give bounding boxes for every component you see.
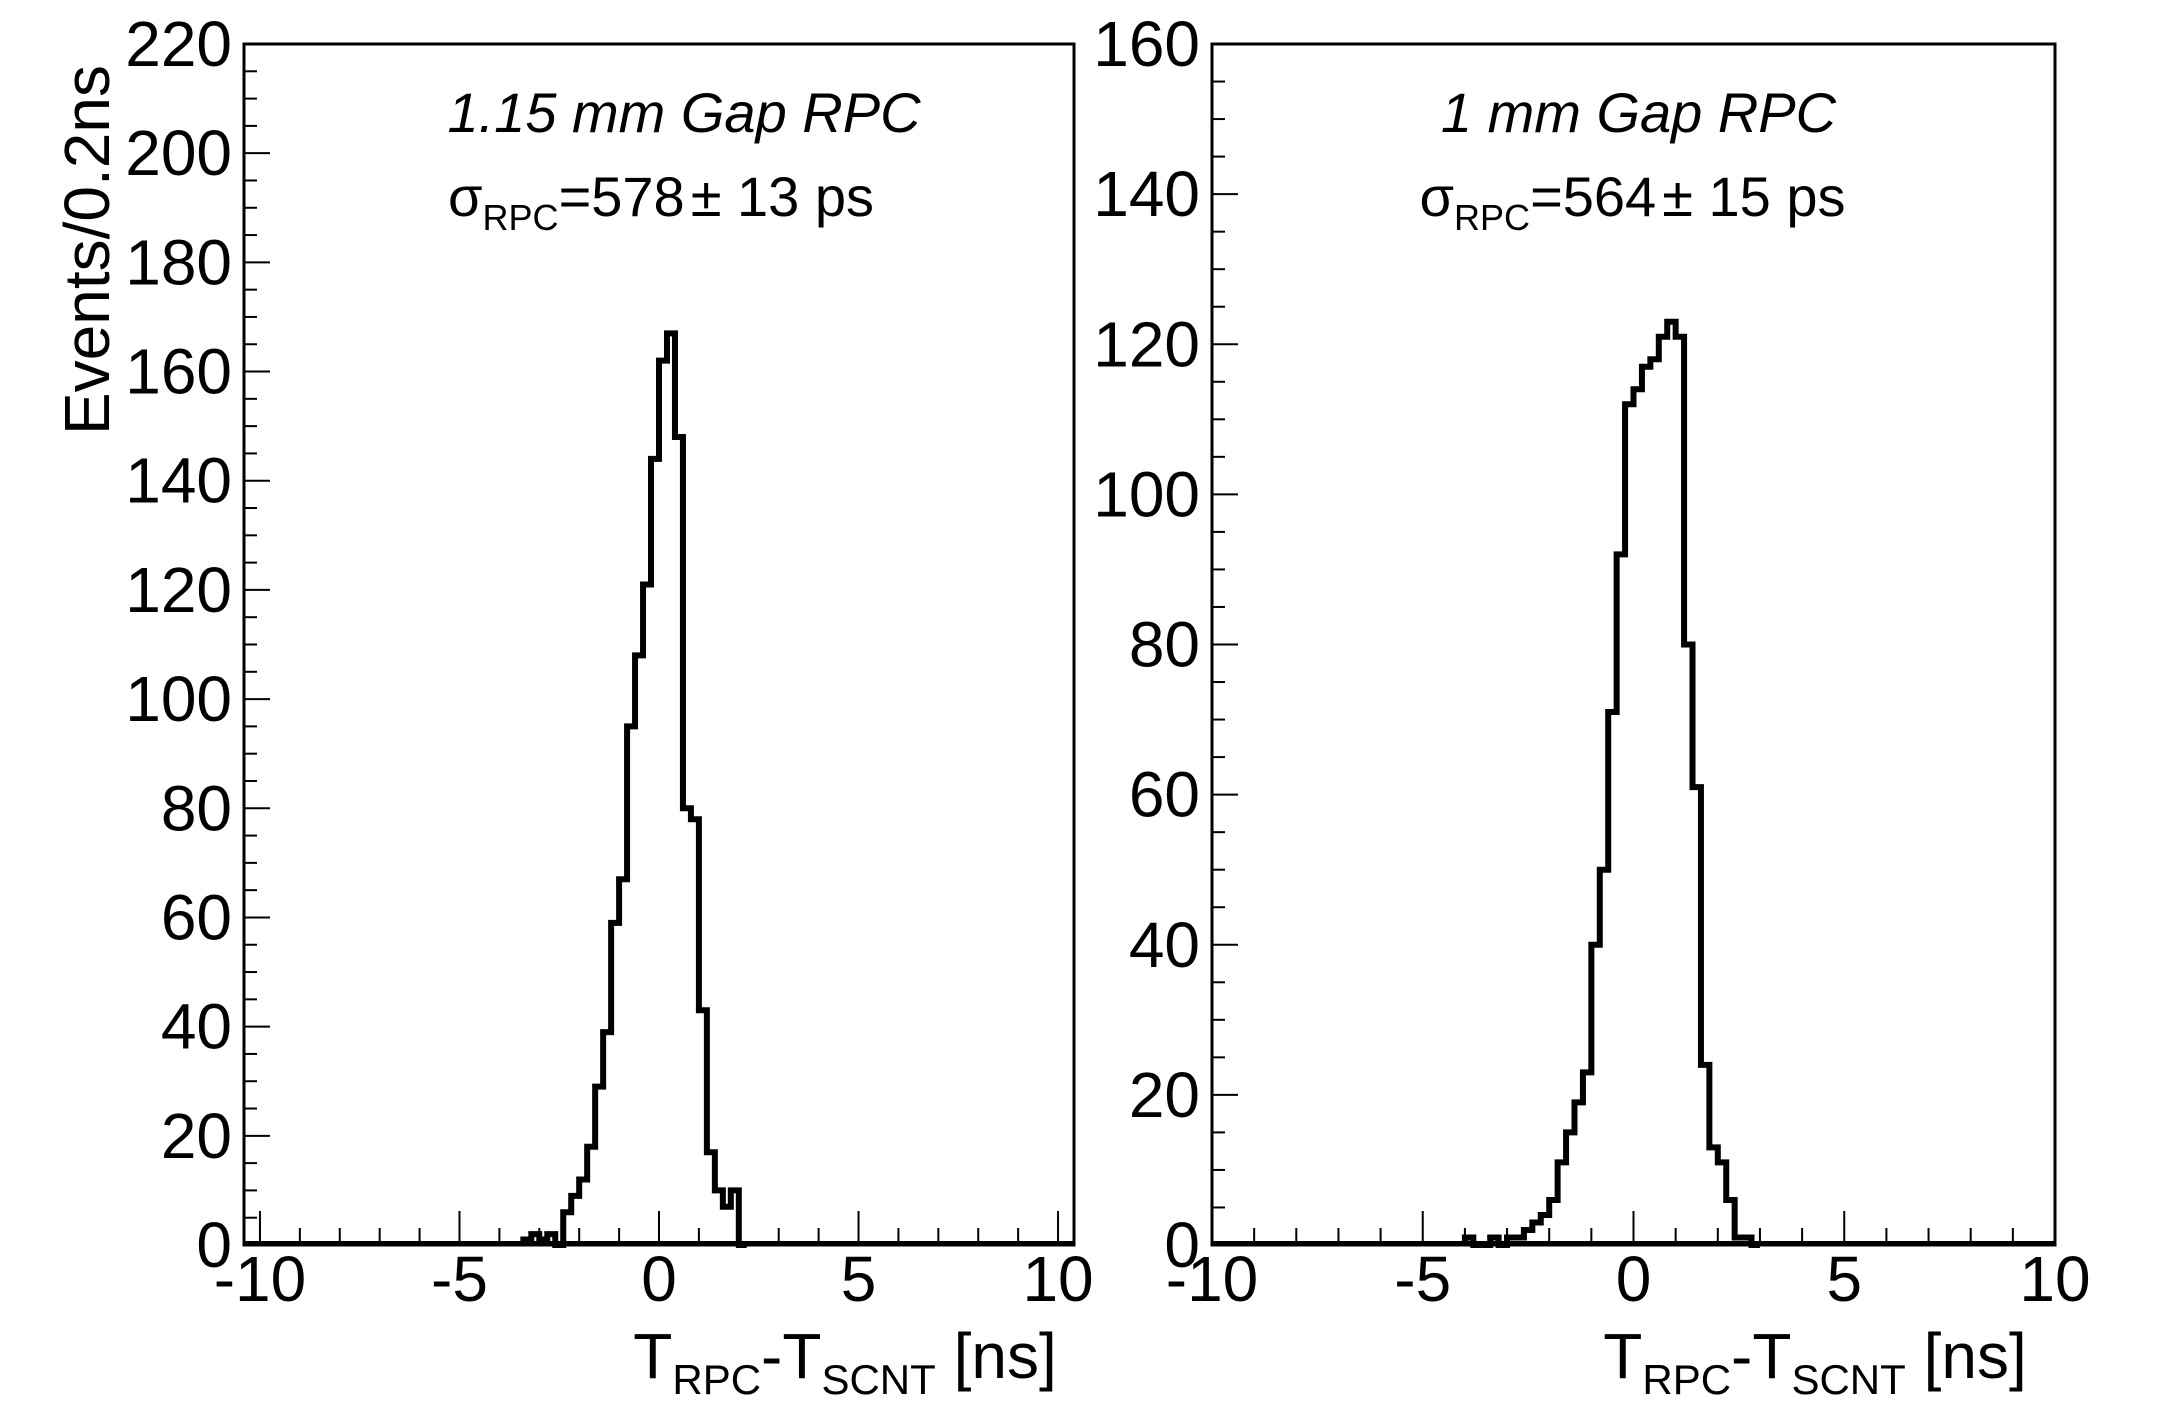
x-tick-label: -5 bbox=[431, 1243, 488, 1315]
y-tick-label: 200 bbox=[125, 117, 232, 189]
histogram-bin bbox=[1650, 359, 1658, 1245]
sigma-annotation: σRPC=564 ± 15 ps bbox=[1419, 165, 1845, 238]
histogram-bin bbox=[1667, 322, 1675, 1245]
x-axis-title-part: -T bbox=[761, 1320, 821, 1392]
y-tick-label: 20 bbox=[161, 1100, 232, 1172]
y-tick-label: 40 bbox=[161, 991, 232, 1063]
y-tick-label: 80 bbox=[161, 772, 232, 844]
sigma-part: =578 bbox=[559, 165, 685, 228]
histogram-bin bbox=[683, 808, 691, 1245]
sigma-part: RPC bbox=[1454, 197, 1530, 238]
histogram-bin bbox=[635, 655, 643, 1245]
sigma-part: ± bbox=[1662, 165, 1693, 228]
left-histogram-panel: 0 20 40 60 80 100 120 140 160 180 200 220 -10 -5 0 5 10 1… bbox=[125, 8, 1093, 1403]
y-tick-label: 220 bbox=[125, 8, 232, 80]
x-axis-title-part: -T bbox=[1731, 1320, 1791, 1392]
histogram-bin bbox=[643, 584, 651, 1245]
x-tick-label: 0 bbox=[1616, 1243, 1652, 1315]
x-axis-title-part: RPC bbox=[672, 1356, 761, 1403]
y-tick-label: 100 bbox=[1093, 458, 1200, 530]
histogram-bin bbox=[619, 879, 627, 1245]
x-axis-title: TRPC-TSCNT [ns] bbox=[1603, 1320, 2026, 1403]
sigma-part: RPC bbox=[483, 197, 559, 238]
sigma-part: 15 ps bbox=[1693, 165, 1846, 228]
x-axis-title-part: SCNT bbox=[821, 1356, 935, 1403]
x-tick-label: -10 bbox=[214, 1243, 307, 1315]
y-tick-label: 0 bbox=[1164, 1209, 1200, 1281]
histogram-bin bbox=[1634, 389, 1642, 1245]
x-tick-label: -5 bbox=[1394, 1243, 1451, 1315]
right-histogram-panel: 0 20 40 60 80 100 120 140 160 -10 -5 0 5 10 1 mm Gap R… bbox=[1093, 8, 2090, 1403]
y-tick-label: 100 bbox=[125, 663, 232, 735]
x-tick-label: 0 bbox=[641, 1243, 677, 1315]
y-tick-label: 60 bbox=[1129, 759, 1200, 831]
sigma-part: σ bbox=[448, 165, 483, 228]
y-tick-label: 80 bbox=[1129, 609, 1200, 681]
x-axis-title-part: T bbox=[1603, 1320, 1642, 1392]
x-axis-title-part: [ns] bbox=[1906, 1320, 2027, 1392]
y-tick-label: 160 bbox=[1093, 8, 1200, 80]
histogram-bin bbox=[1659, 337, 1667, 1245]
y-tick-label: 20 bbox=[1129, 1059, 1200, 1131]
sigma-part: σ bbox=[1419, 165, 1454, 228]
x-tick-label: -10 bbox=[1166, 1243, 1259, 1315]
y-axis-title: Events/0.2ns bbox=[51, 65, 123, 435]
sigma-part: =564 bbox=[1530, 165, 1656, 228]
panel-title: 1.15 mm Gap RPC bbox=[447, 81, 921, 144]
y-tick-label: 40 bbox=[1129, 909, 1200, 981]
sigma-part: 13 ps bbox=[721, 165, 874, 228]
histogram-bin bbox=[723, 1207, 731, 1245]
x-axis-title-part: [ns] bbox=[936, 1320, 1057, 1392]
sigma-annotation: σRPC=578 ± 13 ps bbox=[448, 165, 874, 238]
x-axis-title-part: SCNT bbox=[1791, 1356, 1905, 1403]
x-axis-title-part: RPC bbox=[1642, 1356, 1731, 1403]
histogram-bin bbox=[667, 333, 675, 1245]
x-axis-title: TRPC-TSCNT [ns] bbox=[633, 1320, 1056, 1403]
y-tick-label: 60 bbox=[161, 881, 232, 953]
y-tick-label: 120 bbox=[125, 554, 232, 626]
y-tick-label: 0 bbox=[196, 1209, 232, 1281]
y-tick-label: 180 bbox=[125, 226, 232, 298]
y-tick-label: 120 bbox=[1093, 308, 1200, 380]
histogram-outline bbox=[1461, 318, 1760, 1248]
y-tick-label: 160 bbox=[125, 336, 232, 408]
x-axis-title-part: T bbox=[633, 1320, 672, 1392]
y-tick-label: 140 bbox=[1093, 158, 1200, 230]
x-tick-label: 5 bbox=[1826, 1243, 1862, 1315]
x-tick-label: 10 bbox=[1022, 1243, 1093, 1315]
histogram-bin bbox=[659, 361, 667, 1245]
x-tick-label: 10 bbox=[2019, 1243, 2090, 1315]
x-tick-label: 5 bbox=[841, 1243, 877, 1315]
y-tick-label: 140 bbox=[125, 445, 232, 517]
panel-title: 1 mm Gap RPC bbox=[1441, 81, 1837, 144]
sigma-part: ± bbox=[691, 165, 722, 228]
histogram-bin bbox=[1642, 367, 1650, 1245]
